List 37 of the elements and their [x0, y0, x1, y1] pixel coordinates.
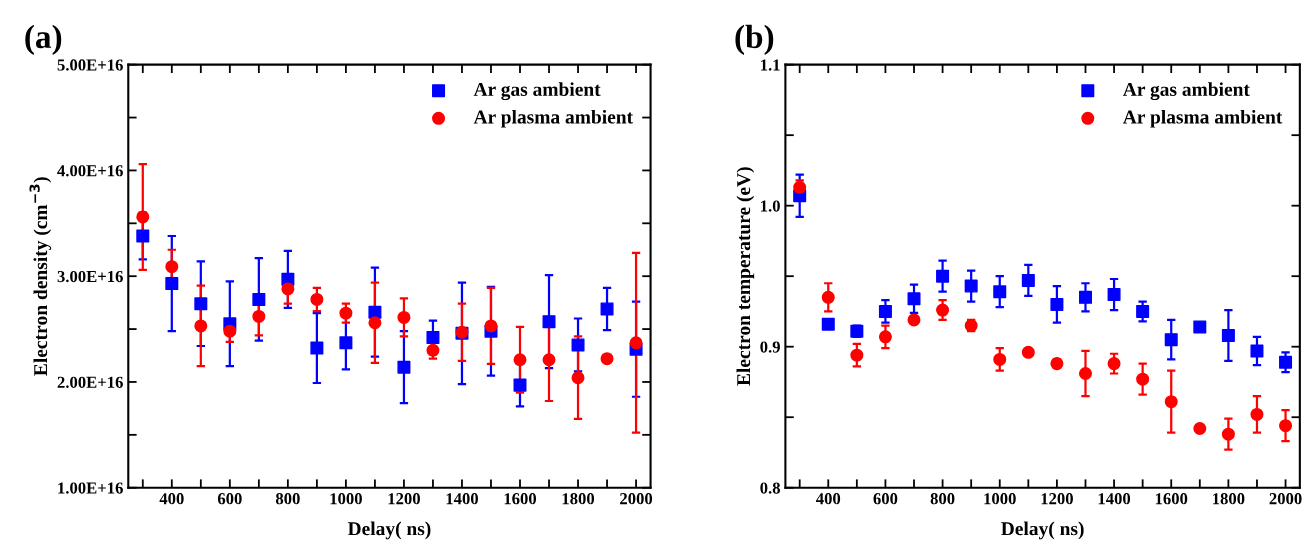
- x-tick-label: 1400: [446, 493, 478, 505]
- legend-label: Ar plasma ambient: [473, 109, 633, 128]
- chart-title: (b): [735, 24, 774, 55]
- x-tick-label: 400: [159, 493, 184, 505]
- y-tick-label: 4.00E+16: [57, 165, 123, 177]
- y-tick-label: 0.9: [760, 341, 780, 353]
- legend-label: Ar gas ambient: [1123, 82, 1250, 101]
- y-tick-label: 1.00E+16: [58, 482, 123, 494]
- x-tick-label: 2000: [620, 493, 653, 505]
- x-tick-label: 1000: [330, 493, 362, 505]
- x-tick-label: 1800: [562, 493, 595, 505]
- y-tick-label: 2.00E+16: [57, 376, 123, 388]
- x-tick-label: 1600: [504, 493, 537, 505]
- legend-label: Ar plasma ambient: [1123, 109, 1283, 128]
- y-tick-label: 5.00E+16: [57, 59, 123, 71]
- y-axis-title: Electron temperature (eV): [736, 167, 755, 386]
- x-tick-label: 600: [217, 493, 242, 505]
- x-axis-title: Delay( ns): [347, 521, 431, 540]
- x-tick-label: 800: [930, 493, 955, 505]
- x-tick-label: 2000: [1269, 493, 1302, 505]
- y-tick-label: 1.1: [761, 59, 780, 71]
- y-tick-label: 1.0: [761, 200, 780, 212]
- x-tick-label: 1800: [1213, 493, 1245, 505]
- y-tick-label: 3.00E+16: [57, 270, 123, 283]
- x-tick-label: 1600: [1155, 493, 1188, 505]
- legend-label: Ar gas ambient: [473, 82, 601, 101]
- x-axis-title: Delay( ns): [1001, 521, 1084, 540]
- chart-title: (a): [25, 24, 62, 55]
- x-tick-label: 1000: [984, 493, 1016, 505]
- x-tick-label: 600: [873, 493, 898, 505]
- x-tick-label: 800: [275, 493, 300, 505]
- y-tick-label: 0.8: [760, 482, 780, 494]
- x-tick-label: 1200: [388, 493, 420, 505]
- x-tick-label: 1200: [1041, 493, 1073, 505]
- y-axis-title: Electron density (cm$^{−3}$): [29, 177, 52, 376]
- x-tick-label: 1400: [1098, 493, 1131, 505]
- x-tick-label: 400: [816, 493, 841, 505]
